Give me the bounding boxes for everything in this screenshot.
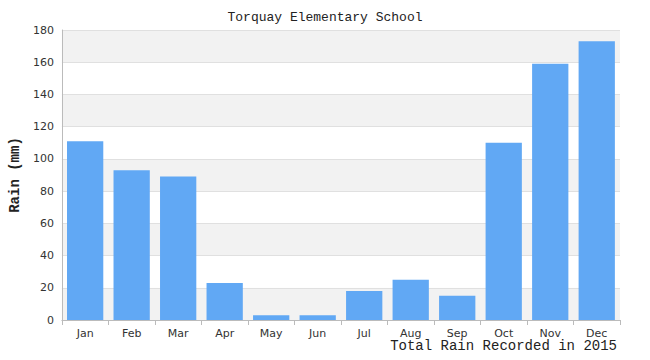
svg-text:Jan: Jan (76, 327, 94, 340)
svg-text:Dec: Dec (586, 327, 608, 340)
svg-text:Oct: Oct (494, 327, 514, 340)
svg-text:Feb: Feb (122, 327, 141, 340)
svg-text:Torquay Elementary School: Torquay Elementary School (227, 10, 422, 25)
svg-text:100: 100 (33, 152, 54, 165)
svg-text:80: 80 (40, 185, 54, 198)
svg-text:May: May (260, 327, 283, 340)
svg-text:Apr: Apr (215, 327, 235, 340)
svg-text:120: 120 (33, 120, 54, 133)
svg-text:60: 60 (40, 217, 54, 230)
svg-text:180: 180 (33, 24, 54, 37)
svg-text:0: 0 (47, 314, 54, 327)
svg-text:Nov: Nov (539, 327, 561, 340)
svg-text:Total Rain Recorded in 2015: Total Rain Recorded in 2015 (390, 338, 617, 354)
svg-text:40: 40 (40, 249, 54, 262)
svg-text:20: 20 (40, 281, 54, 294)
svg-text:160: 160 (33, 56, 54, 69)
svg-text:Jun: Jun (308, 327, 326, 340)
svg-text:Aug: Aug (400, 327, 422, 340)
svg-text:Jul: Jul (357, 327, 371, 340)
svg-text:140: 140 (33, 88, 54, 101)
svg-text:Sep: Sep (446, 327, 468, 340)
svg-text:Rain (mm): Rain (mm) (7, 137, 23, 213)
svg-text:Mar: Mar (168, 327, 189, 340)
